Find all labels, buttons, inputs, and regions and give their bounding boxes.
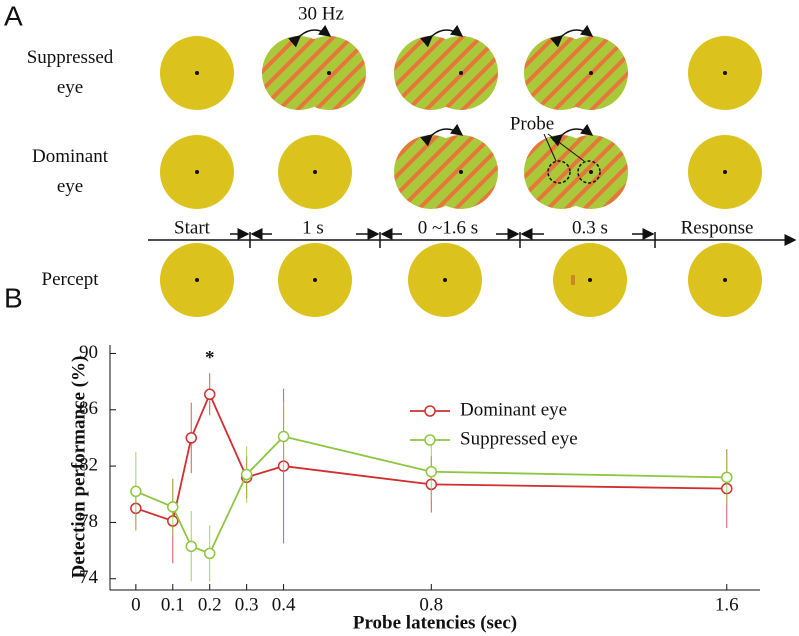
legend-label: Dominant eye [460,399,567,420]
y-tick-label: 82 [79,454,98,475]
significance-marker: * [205,347,215,368]
panel-label: A [4,0,23,31]
data-point [721,471,733,484]
suppressed-row [160,24,762,110]
y-axis-title: Detection performance (%) [68,356,89,579]
timeline-label: 0.3 s [572,217,608,238]
x-tick-label: 0 [131,594,141,615]
legend-marker [424,434,436,446]
y-tick-label: 78 [79,511,98,532]
data-point [185,540,197,553]
timeline-label: 0 ~1.6 s [418,217,478,238]
series-line [135,435,727,555]
axes [109,345,760,591]
x-tick-label: 1.6 [715,594,739,615]
x-tick-label: 0.2 [198,594,222,615]
dominant-row [160,123,762,209]
panel-label: B [4,282,23,313]
probe-label: Probe [510,113,554,134]
data-point [425,465,438,478]
percept-row [160,243,762,317]
data-point [240,468,253,481]
timeline [148,228,797,248]
row-label: Suppressed eye [26,47,114,98]
y-tick-label: 86 [79,398,98,419]
frequency-label: 30 Hz [298,3,344,24]
x-tick-label: 0.1 [161,594,185,615]
row-label: Percept [41,269,99,290]
data-point [277,430,290,443]
timeline-label: Start [174,217,211,238]
row-label: Dominant eye [32,146,108,197]
legend-marker [424,405,436,417]
y-tick-label: 90 [79,342,98,363]
timeline-label: 1 s [302,217,324,238]
x-tick-label: 0.8 [419,594,443,615]
y-tick-label: 74 [79,567,99,588]
data-point [167,501,179,513]
data-point [185,432,197,444]
legend-label: Suppressed eye [460,428,578,449]
data-point [203,547,216,560]
timeline-label: Response [681,217,754,238]
data-point [130,485,142,498]
x-tick-label: 0.4 [272,594,296,615]
x-tick-label: 0.3 [235,594,259,615]
x-axis-title: Probe latencies (sec) [353,612,517,633]
data-point [203,388,216,401]
